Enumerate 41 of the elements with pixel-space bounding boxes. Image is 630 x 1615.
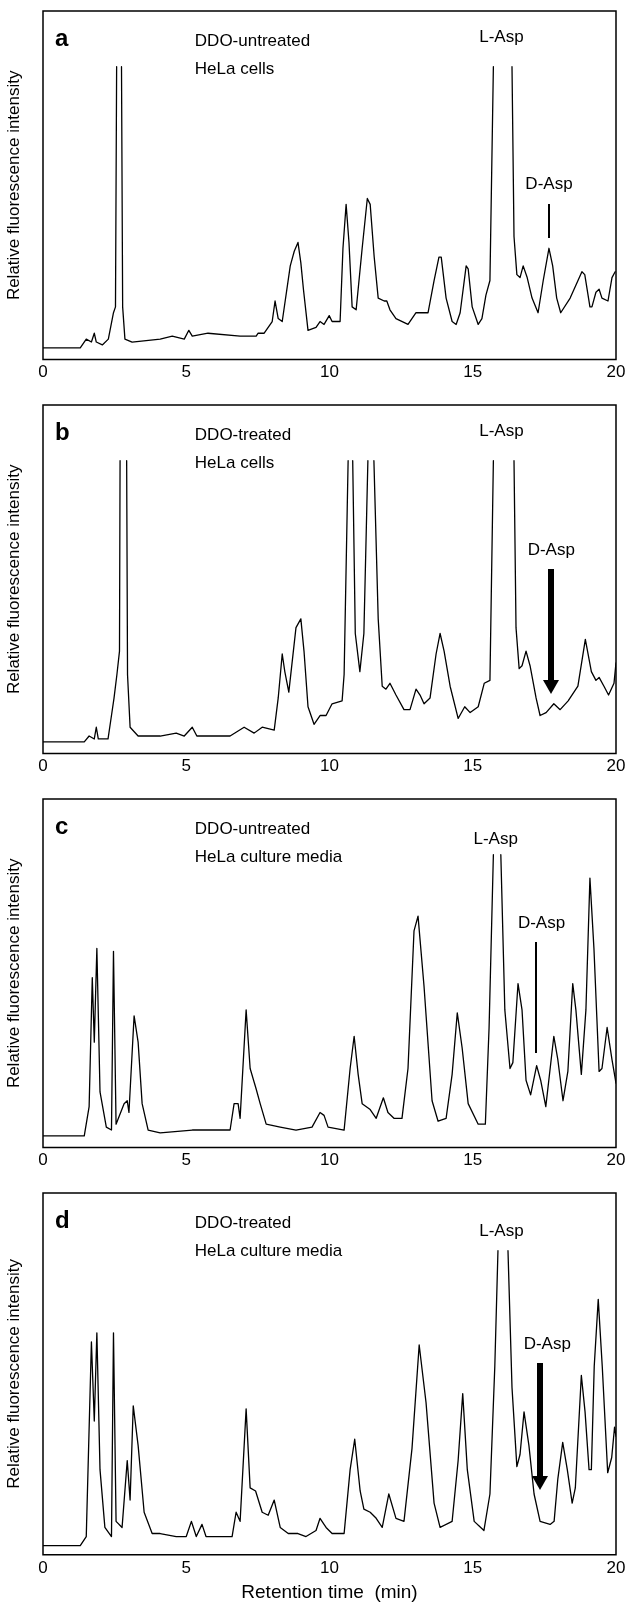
chart-title: b [55,418,70,445]
annotation: D-Asp [527,539,575,559]
annotation: D-Asp [517,912,566,932]
chart-subtitle: DDO-treated HeLa cells [194,425,292,472]
text: L-Asp [479,421,524,441]
x-tick-label: 20 [606,362,626,382]
text: L-Asp [479,1221,524,1241]
x-tick-label: 20 [606,1557,626,1577]
x-tick-label: 15 [463,756,483,776]
x-tick-label: 10 [320,362,339,382]
x-tick-label: 15 [463,362,483,382]
x-tick-label: 0 [38,1557,48,1577]
x-tick-label: 5 [181,1557,191,1577]
y-axis-title: Relative fluorescence intensity [3,858,23,1089]
chart-title: c [55,812,69,839]
x-tick-label: 10 [320,1557,339,1577]
text: L-Asp [473,829,518,849]
chart-subtitle: DDO-untreated HeLa culture media [194,819,343,866]
annotation: D-Asp [525,173,573,193]
annotation: D-Asp [523,1333,571,1353]
y-axis-title: Relative fluorescence intensity [3,464,23,695]
x-tick-label: 0 [38,362,48,382]
chart-subtitle: DDO-treated HeLa culture media [194,1213,343,1260]
x-tick-label: 10 [320,756,339,776]
y-axis-title: Relative fluorescence intensity [3,70,23,301]
y-axis-title: Relative fluorescence intensity [3,1258,23,1489]
x-axis-title: Retention time (min) [241,1580,418,1602]
text: L-Asp [479,27,524,47]
x-tick-label: 5 [181,1150,191,1170]
chart-title: a [55,24,69,51]
chart-title: d [55,1206,70,1233]
x-tick-label: 20 [606,756,626,776]
x-tick-label: 5 [181,362,191,382]
x-tick-label: 0 [38,1150,48,1170]
x-tick-label: 10 [320,1150,339,1170]
x-tick-label: 15 [463,1557,483,1577]
x-tick-label: 15 [463,1150,483,1170]
chart-subtitle: DDO-untreated HeLa cells [194,31,311,78]
x-tick-label: 5 [181,756,191,776]
x-tick-label: 0 [38,756,48,776]
x-tick-label: 20 [606,1150,626,1170]
